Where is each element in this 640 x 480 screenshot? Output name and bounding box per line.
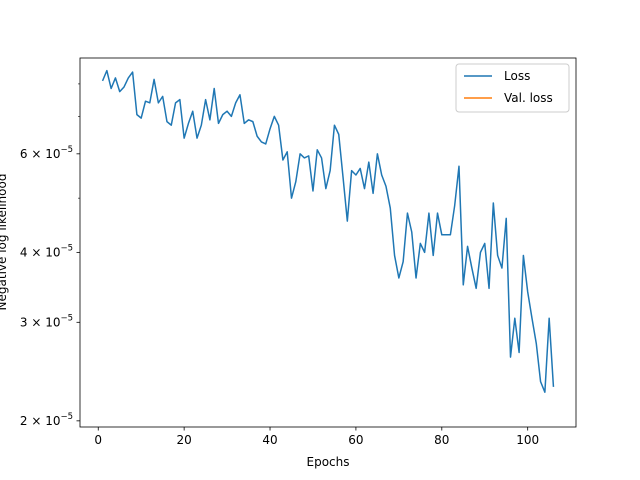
x-axis: 0 20 40 60 80 100 bbox=[94, 427, 539, 447]
legend-label: Loss bbox=[504, 69, 530, 83]
x-tick-label: 40 bbox=[262, 433, 277, 447]
y-tick-label-exponent: −5 bbox=[60, 145, 73, 155]
x-tick-label: 100 bbox=[516, 433, 539, 447]
series-line-0 bbox=[101, 69, 555, 393]
x-tick-label: 80 bbox=[434, 433, 449, 447]
x-tick-label: 20 bbox=[176, 433, 191, 447]
y-axis: 2 × 10−53 × 10−54 × 10−56 × 10−5 bbox=[20, 83, 80, 428]
x-tick-label: 0 bbox=[94, 433, 102, 447]
x-axis-label: Epochs bbox=[307, 455, 350, 469]
y-tick-label: 4 × 10−5 bbox=[20, 243, 73, 259]
y-tick-label: 3 × 10−5 bbox=[20, 313, 73, 329]
y-tick-label-exponent: −5 bbox=[60, 313, 73, 323]
x-tick-label: 60 bbox=[348, 433, 363, 447]
plot-area bbox=[101, 69, 555, 393]
y-tick-label: 6 × 10−5 bbox=[20, 145, 73, 161]
y-axis-label: Negative log likelihood bbox=[0, 174, 9, 311]
y-tick-label: 2 × 10−5 bbox=[20, 412, 73, 428]
y-tick-label-exponent: −5 bbox=[60, 243, 73, 253]
y-tick-label-base: 2 × 10 bbox=[20, 414, 61, 428]
y-tick-label-base: 6 × 10 bbox=[20, 147, 61, 161]
y-tick-label-exponent: −5 bbox=[60, 412, 73, 422]
legend: Loss Val. loss bbox=[455, 63, 570, 113]
y-tick-label-base: 4 × 10 bbox=[20, 245, 61, 259]
legend-label: Val. loss bbox=[504, 91, 553, 105]
y-tick-label-base: 3 × 10 bbox=[20, 315, 61, 329]
axes-frame bbox=[79, 57, 577, 428]
